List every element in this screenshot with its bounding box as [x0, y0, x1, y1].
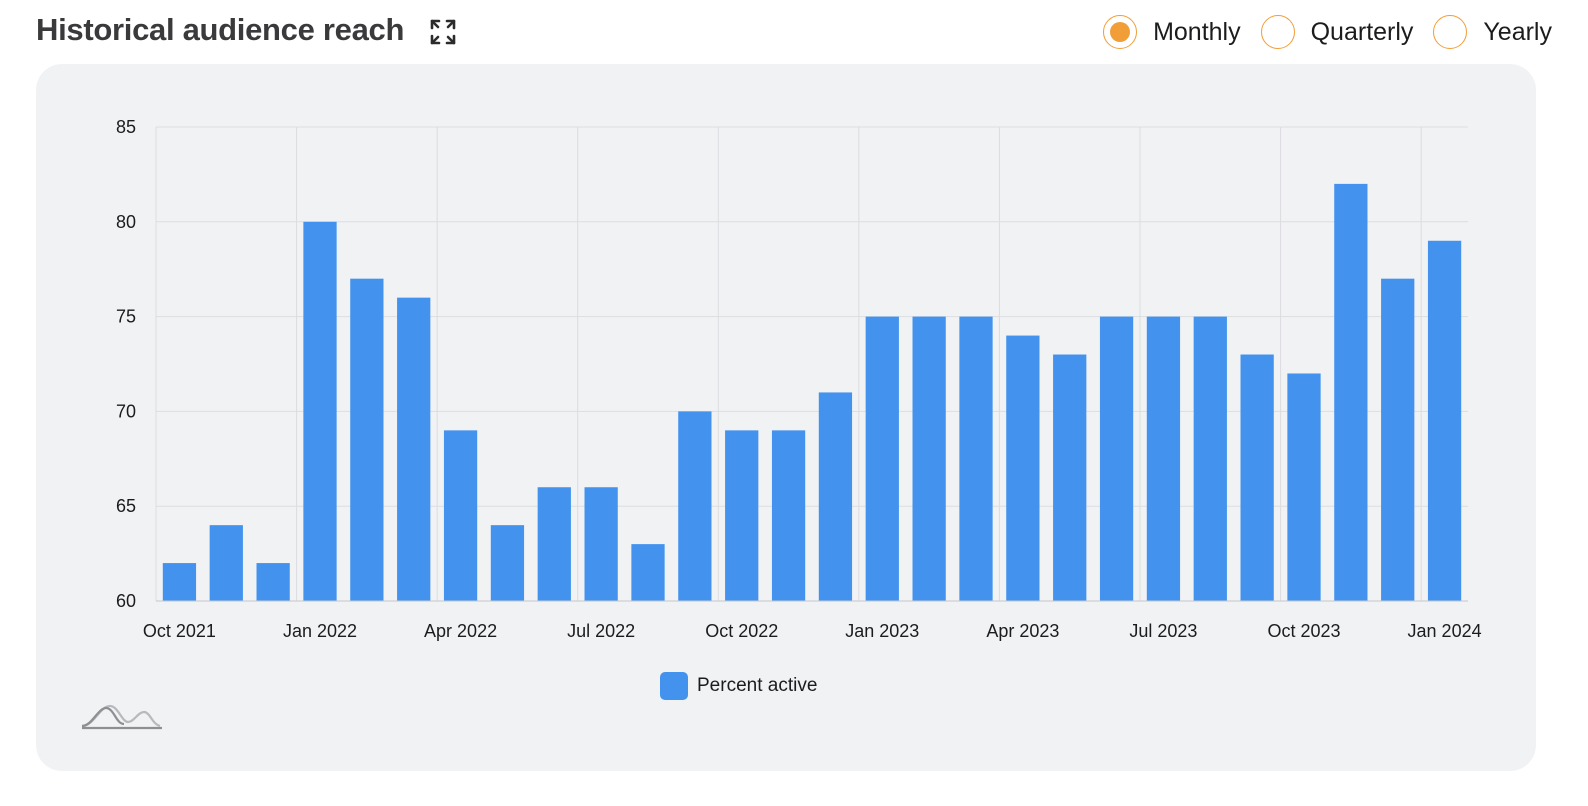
bar[interactable]: [256, 563, 290, 601]
x-tick-label: Jul 2023: [1129, 621, 1197, 641]
bar[interactable]: [350, 278, 384, 601]
bar[interactable]: [1099, 316, 1134, 601]
radio-monthly-label[interactable]: Monthly: [1153, 17, 1241, 46]
bar[interactable]: [209, 525, 243, 601]
bar[interactable]: [1146, 316, 1181, 601]
expand-icon[interactable]: [428, 17, 458, 47]
bar[interactable]: [162, 563, 197, 601]
bar[interactable]: [959, 316, 993, 601]
radio-quarterly[interactable]: Quarterly: [1260, 15, 1414, 49]
radio-monthly-circle[interactable]: [1103, 15, 1138, 49]
bar[interactable]: [1006, 335, 1040, 601]
radio-yearly-circle[interactable]: [1433, 15, 1468, 49]
period-selector: Monthly Quarterly Yearly: [1083, 12, 1552, 52]
radio-quarterly-label[interactable]: Quarterly: [1310, 17, 1414, 46]
bar[interactable]: [771, 430, 806, 601]
bar[interactable]: [1427, 240, 1462, 601]
chart-card: 60 65 70 75 80 85 Oct 2021 Jan 2022 Apr 2022 Jul …: [36, 64, 1536, 771]
bar[interactable]: [1381, 278, 1415, 601]
legend-label[interactable]: Percent active: [697, 675, 818, 696]
x-tick-label: Jan 2024: [1408, 621, 1482, 641]
radio-yearly-label[interactable]: Yearly: [1483, 17, 1552, 46]
x-tick-label: Jul 2022: [567, 621, 635, 641]
bar[interactable]: [1240, 354, 1274, 601]
y-tick-label: 65: [116, 496, 136, 516]
chart-header: Historical audience reach Monthly Quar: [36, 0, 1552, 64]
x-tick-label: Oct 2021: [143, 621, 216, 641]
bar[interactable]: [303, 221, 337, 602]
bar[interactable]: [912, 316, 946, 601]
radio-selected-dot: [1110, 22, 1131, 42]
chart-logo-icon: [80, 700, 164, 732]
bar[interactable]: [490, 525, 525, 601]
y-tick-label: 60: [116, 591, 136, 611]
bar[interactable]: [1193, 316, 1227, 601]
bar[interactable]: [818, 392, 853, 601]
x-tick-label: Apr 2022: [424, 621, 497, 641]
y-tick-label: 85: [116, 117, 136, 137]
bar[interactable]: [865, 316, 899, 601]
bar[interactable]: [397, 297, 431, 601]
y-tick-label: 75: [116, 307, 136, 327]
chart-title: Historical audience reach: [36, 12, 405, 47]
bar[interactable]: [584, 487, 618, 601]
x-tick-label: Jan 2023: [845, 621, 919, 641]
x-tick-label: Apr 2023: [986, 621, 1059, 641]
bar[interactable]: [725, 430, 759, 601]
x-tick-label: Oct 2022: [705, 621, 778, 641]
bar[interactable]: [537, 487, 571, 601]
chart-legend[interactable]: Percent active: [660, 672, 817, 700]
x-tick-label: Oct 2023: [1267, 621, 1340, 641]
bar[interactable]: [1053, 354, 1087, 601]
radio-yearly[interactable]: Yearly: [1433, 15, 1552, 49]
bar-chart: 60 65 70 75 80 85 Oct 2021 Jan 2022 Apr 2022 Jul …: [116, 117, 1482, 641]
radio-quarterly-circle[interactable]: [1260, 15, 1295, 49]
radio-monthly[interactable]: Monthly: [1103, 15, 1241, 49]
bar[interactable]: [1334, 183, 1368, 601]
bar[interactable]: [1287, 373, 1321, 601]
x-tick-label: Jan 2022: [283, 621, 357, 641]
bar[interactable]: [678, 411, 712, 601]
bar[interactable]: [631, 544, 665, 601]
legend-swatch: [660, 672, 688, 700]
bar[interactable]: [443, 430, 478, 601]
y-tick-label: 80: [116, 212, 136, 232]
y-tick-label: 70: [116, 401, 136, 421]
